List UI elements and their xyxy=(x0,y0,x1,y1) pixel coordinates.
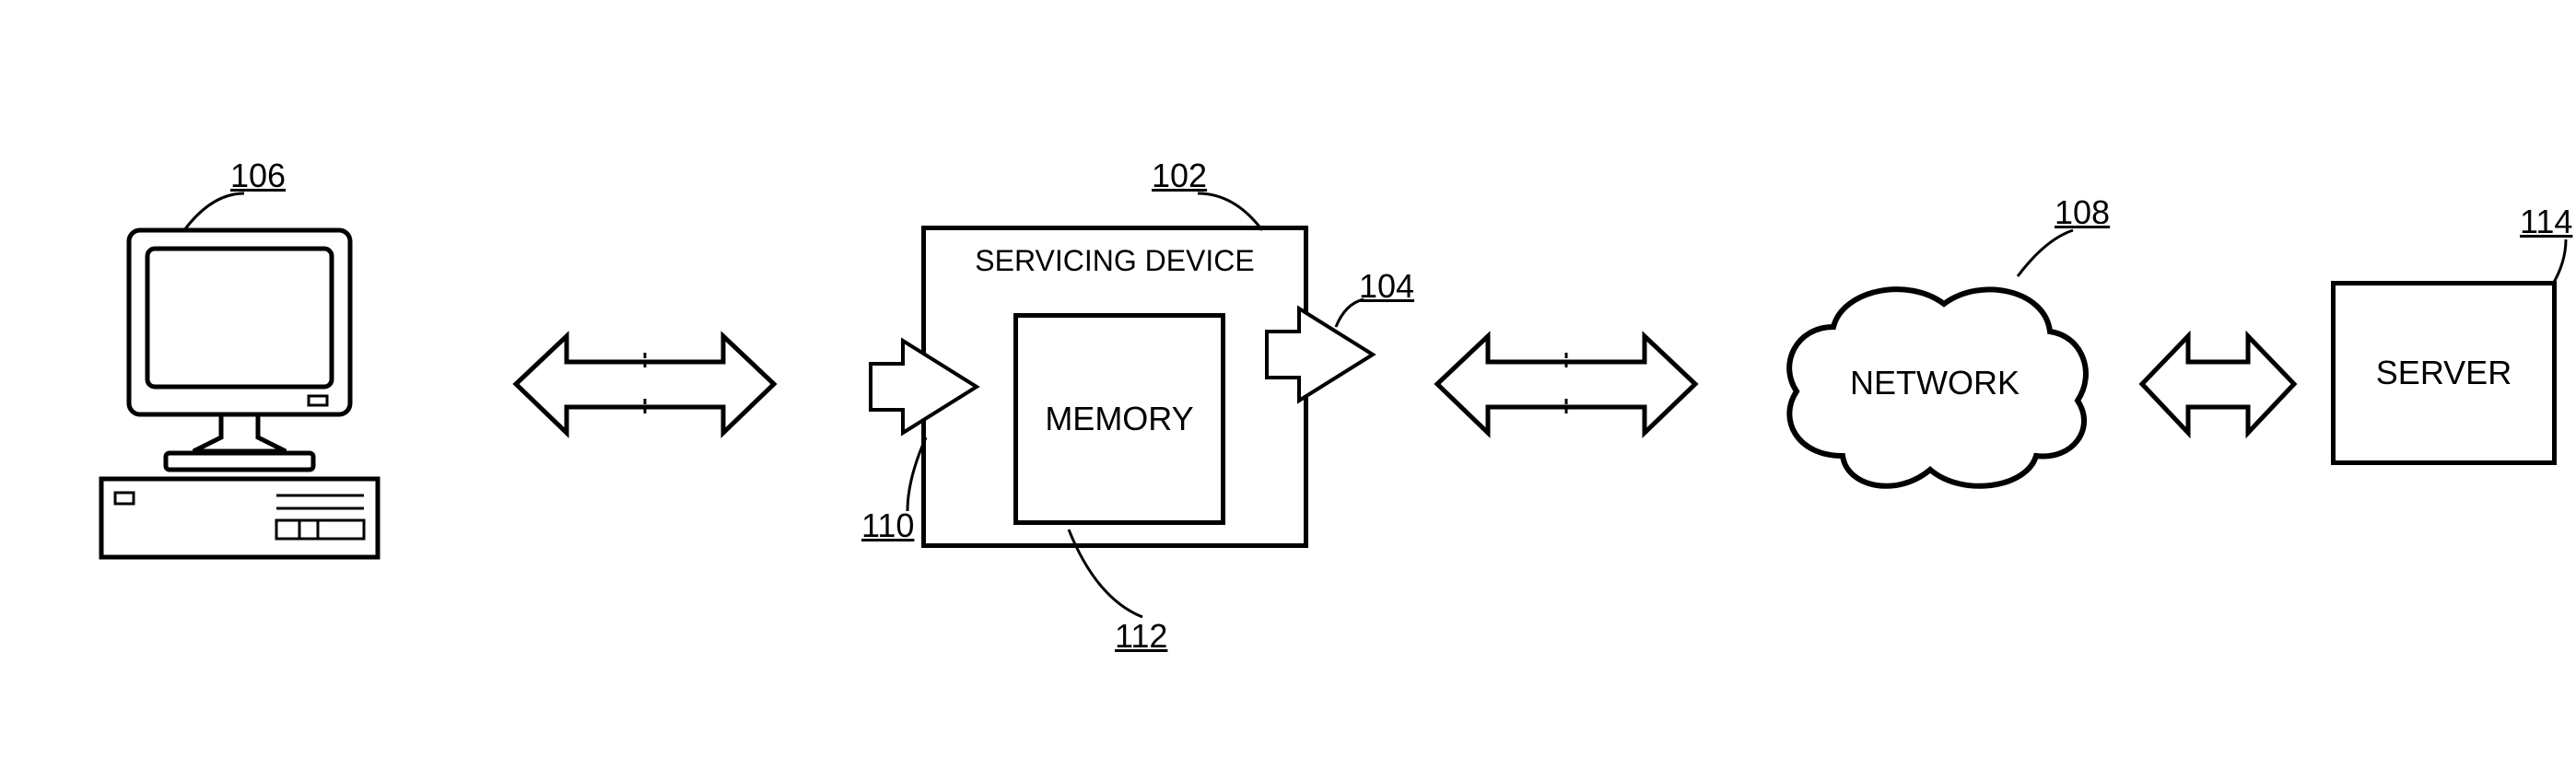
bidir-arrow-2 xyxy=(1433,318,1700,451)
servicing-device-title: SERVICING DEVICE xyxy=(926,244,1304,278)
network-label: NETWORK xyxy=(1833,364,2036,402)
memory-label: MEMORY xyxy=(1045,400,1193,438)
interface-left-icon xyxy=(861,336,981,437)
memory-box: MEMORY xyxy=(1013,313,1225,525)
bidir-arrow-3 xyxy=(2137,318,2299,451)
bidir-arrow-1 xyxy=(511,318,779,451)
server-label: SERVER xyxy=(2376,354,2512,392)
computer-icon xyxy=(92,221,387,562)
server-box: SERVER xyxy=(2331,281,2557,465)
